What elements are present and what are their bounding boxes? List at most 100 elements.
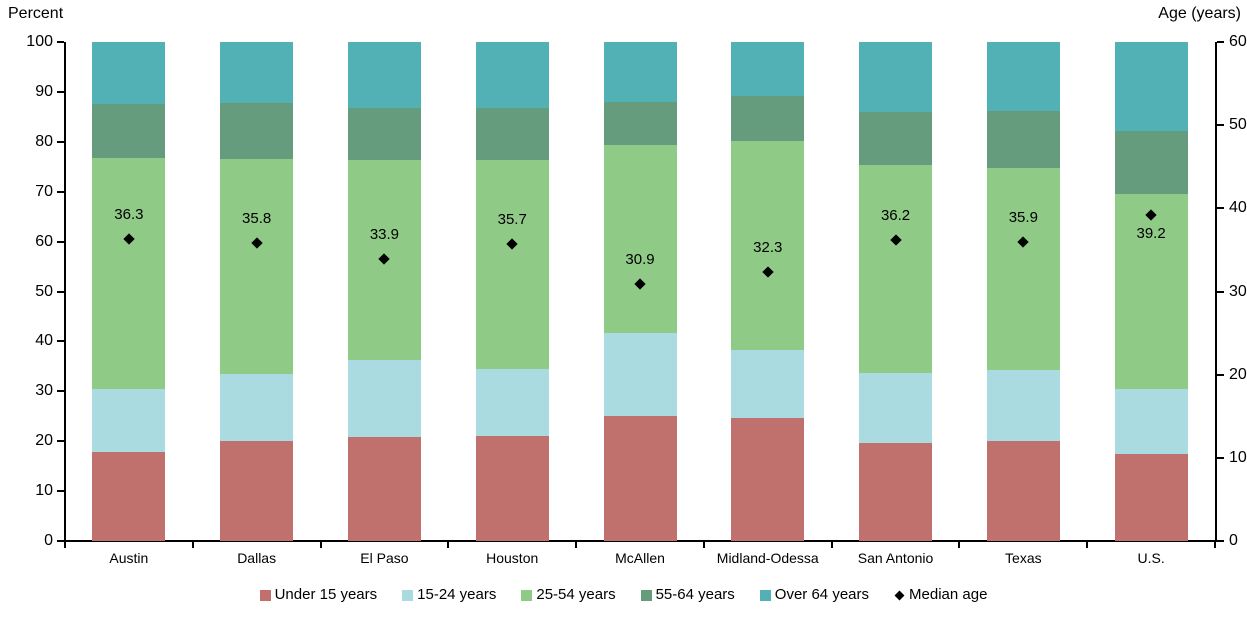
legend-label: 25-54 years	[536, 586, 616, 603]
right-axis-tick	[1217, 207, 1224, 210]
right-axis-tick-label: 20	[1229, 365, 1247, 383]
bar-segment-under-15-years	[92, 452, 166, 541]
left-axis-tick-label: 100	[26, 33, 53, 50]
median-age-value-label: 39.2	[1136, 224, 1166, 242]
right-axis-tick-label: 30	[1229, 282, 1247, 300]
bar-segment-15-24-years	[603, 332, 677, 416]
legend-label: Over 64 years	[774, 586, 870, 603]
legend-label: Median age	[909, 586, 988, 603]
bar-segment-15-24-years	[475, 368, 549, 437]
bar-segment-55-64-years	[220, 102, 294, 160]
left-axis-tick	[57, 90, 64, 93]
bar-segment-under-15-years	[1114, 453, 1188, 541]
x-axis-tick	[1086, 542, 1089, 548]
x-axis-tick	[64, 542, 66, 548]
right-axis-title: Age (years)	[1158, 5, 1241, 22]
bar-segment-over-64-years	[475, 42, 549, 109]
bar-segment-55-64-years	[1114, 131, 1188, 195]
median-age-value-label: 36.3	[114, 206, 144, 224]
right-axis-tick	[1217, 456, 1224, 459]
bar-segment-25-54-years	[220, 159, 294, 375]
bar-segment-25-54-years	[475, 160, 549, 369]
x-axis-tick	[191, 542, 194, 548]
right-axis-tick-label: 0	[1229, 532, 1238, 549]
bar-segment-55-64-years	[92, 103, 166, 159]
bar-segment-25-54-years	[92, 158, 166, 389]
x-axis-category-label: U.S.	[1137, 550, 1165, 566]
bar-segment-under-15-years	[603, 415, 677, 541]
left-axis-tick	[57, 340, 64, 343]
x-axis-category-label: McAllen	[615, 550, 665, 566]
left-axis-tick	[57, 190, 64, 193]
bar-segment-55-64-years	[859, 112, 933, 166]
left-axis-tick	[57, 240, 64, 243]
bar-segment-over-64-years	[92, 42, 166, 104]
legend-swatch-25-54-years	[521, 589, 533, 601]
bar-segment-55-64-years	[603, 102, 677, 146]
legend-item-under-15-years: Under 15 years	[259, 586, 378, 604]
left-axis-tick-label: 10	[35, 482, 53, 500]
bar-segment-over-64-years	[731, 42, 805, 97]
bar-segment-25-54-years	[859, 165, 933, 373]
legend-swatch-15-24-years	[402, 589, 414, 601]
x-axis-tick	[830, 542, 833, 548]
median-age-value-label: 32.3	[753, 239, 783, 257]
bar-segment-under-15-years	[347, 437, 421, 541]
bar-segment-25-54-years	[1114, 194, 1188, 389]
median-age-value-label: 33.9	[369, 226, 400, 244]
legend-median-age-diamond-icon	[894, 590, 905, 600]
right-axis-tick	[1217, 373, 1224, 376]
right-axis-line	[1215, 42, 1217, 541]
left-axis-tick-label: 90	[35, 82, 53, 100]
right-axis-tick-label: 60	[1229, 33, 1247, 50]
bar-segment-55-64-years	[731, 96, 805, 142]
legend-item-25-54-years: 25-54 years	[521, 586, 616, 604]
left-axis-tick	[57, 41, 64, 43]
left-axis-tick	[57, 490, 64, 493]
bar-segment-15-24-years	[220, 374, 294, 442]
right-axis-tick	[1217, 124, 1224, 127]
left-axis-tick	[57, 540, 64, 542]
x-axis-tick	[575, 542, 578, 548]
x-axis-category-label: Houston	[486, 550, 539, 566]
bar-segment-55-64-years	[986, 110, 1060, 168]
median-age-value-label: 35.8	[242, 210, 272, 228]
legend-item-over-64-years: Over 64 years	[759, 586, 870, 604]
median-age-value-label: 36.2	[880, 206, 911, 224]
x-axis-tick	[319, 542, 322, 548]
legend-item-15-24-years: 15-24 years	[402, 586, 496, 604]
left-axis-tick	[57, 390, 64, 393]
legend-item-55-64-years: 55-64 years	[640, 586, 735, 604]
bar-segment-over-64-years	[220, 42, 294, 103]
chart-legend: Under 15 years 15-24 years 25-54 years 55-6…	[0, 586, 1247, 604]
right-axis-tick	[1217, 540, 1224, 542]
bar-segment-over-64-years	[1114, 42, 1188, 132]
bar-segment-25-54-years	[731, 141, 805, 351]
bar-segment-over-64-years	[986, 42, 1060, 111]
left-axis-title: Percent	[8, 5, 64, 22]
bar-segment-over-64-years	[603, 42, 677, 103]
median-age-value-label: 30.9	[625, 251, 655, 268]
x-axis-category-label: Austin	[109, 550, 149, 566]
left-axis-tick-label: 50	[35, 282, 53, 300]
legend-label: Under 15 years	[274, 586, 378, 603]
left-axis-tick-label: 70	[35, 182, 53, 200]
legend-item-median-age: Median age	[894, 586, 987, 604]
left-axis-tick-label: 0	[44, 532, 53, 549]
bar-segment-25-54-years	[986, 167, 1060, 371]
bar-segment-15-24-years	[731, 350, 805, 419]
median-age-value-label: 35.9	[1008, 209, 1038, 227]
legend-swatch-under-15-years	[259, 589, 271, 601]
legend-swatch-55-64-years	[640, 589, 652, 601]
left-axis-tick	[57, 440, 64, 443]
bar-segment-15-24-years	[986, 370, 1060, 442]
bar-segment-over-64-years	[859, 42, 933, 113]
legend-label: 55-64 years	[655, 586, 735, 603]
left-axis-tick-label: 20	[35, 432, 53, 450]
bar-segment-under-15-years	[986, 441, 1060, 541]
x-axis-tick	[1214, 542, 1216, 548]
bar-segment-55-64-years	[347, 108, 421, 160]
right-axis-tick	[1217, 41, 1224, 43]
bar-segment-15-24-years	[859, 372, 933, 444]
